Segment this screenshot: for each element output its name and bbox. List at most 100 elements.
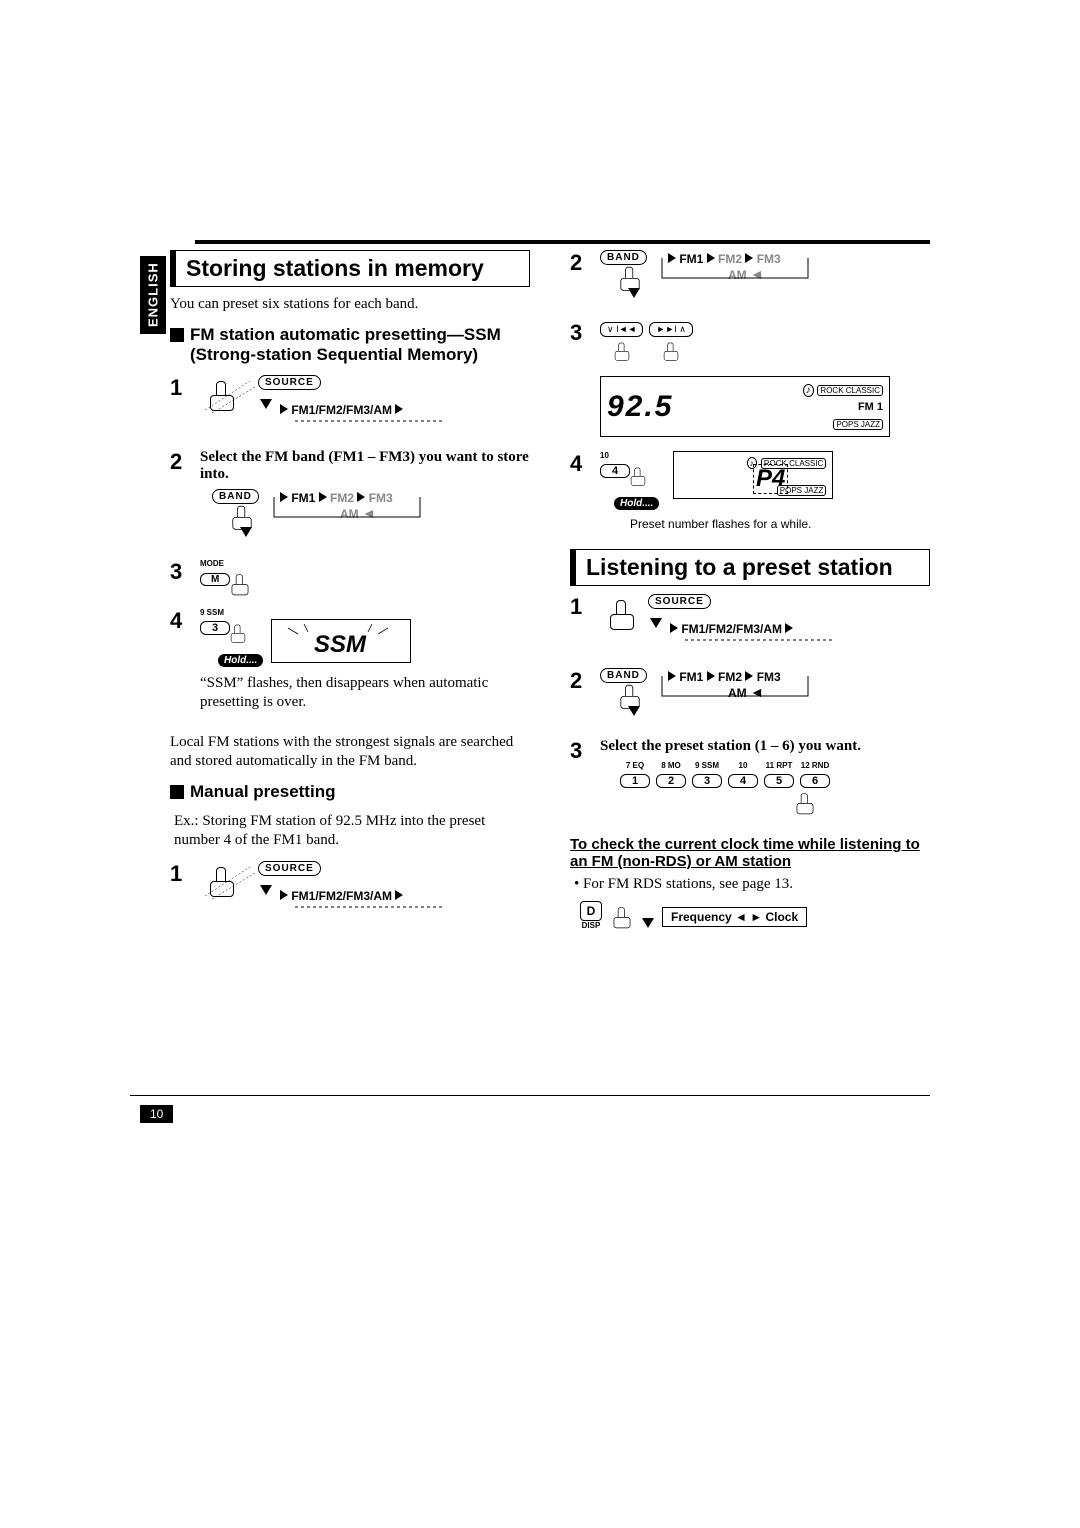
dash-line-icon <box>295 419 495 429</box>
listen-step-1: 1 SOURCE FM1/FM2/FM3/AM <box>570 594 930 658</box>
arrow-down-icon <box>260 397 272 414</box>
preset-4-button: 4 <box>728 774 758 788</box>
step-number: 2 <box>170 449 190 475</box>
preset-4-button: 4 <box>600 464 630 478</box>
step-number: 4 <box>570 451 590 477</box>
source-button: SOURCE <box>258 375 321 390</box>
source-button: SOURCE <box>258 861 321 876</box>
rds-note: • For FM RDS stations, see page 13. <box>574 876 930 893</box>
double-arrow-icon: ◄ ► <box>735 910 765 924</box>
band-loop-icon <box>658 248 818 284</box>
intro-text: You can preset six stations for each ban… <box>170 295 530 315</box>
arrow-down-icon <box>628 704 640 721</box>
right-step-3: 3 ∨ I◄◄ ►►I ∧ 92.5 ♪ ROCK C <box>570 320 930 437</box>
source-sequence: FM1/FM2/FM3/AM <box>280 403 403 417</box>
square-bullet-icon <box>170 328 184 342</box>
display-panel-ssm: SSM <box>271 619 411 663</box>
step-number: 1 <box>170 861 190 887</box>
top-rule <box>195 240 930 244</box>
band-button: BAND <box>600 668 647 683</box>
svg-text:SSM: SSM <box>314 631 367 658</box>
source-button: SOURCE <box>648 594 711 609</box>
preset-label: 10 <box>600 451 659 460</box>
left-step-1: 1 SOURCE FM1/FM2/FM3/AM <box>170 375 530 439</box>
arrow-down-icon <box>260 883 272 900</box>
listen-step-3: 3 Select the preset station (1 – 6) you … <box>570 738 930 822</box>
band-sequence: FM1 FM2 FM3 AM ◄ <box>668 252 781 282</box>
manual-step-1: 1 SOURCE FM1/FM2/FM3/AM <box>170 861 530 925</box>
left-step-3: 3 MODE M <box>170 559 530 598</box>
band-sequence: FM1 FM2 FM3 AM ◄ <box>668 670 781 700</box>
page-number: 10 <box>140 1105 173 1123</box>
arrow-right-icon <box>395 890 403 900</box>
preset-3-button: 3 <box>692 774 722 788</box>
preset-2-button: 2 <box>656 774 686 788</box>
listen-step3-text: Select the preset station (1 – 6) you wa… <box>600 738 930 755</box>
language-tab: ENGLISH <box>140 256 166 334</box>
ssm-button: 3 <box>200 621 230 635</box>
section-title-storing: Storing stations in memory <box>170 250 530 287</box>
arrow-right-icon <box>395 404 403 414</box>
arrow-right-icon <box>280 404 288 414</box>
band-button: BAND <box>600 250 647 265</box>
subhead-manual: Manual presetting <box>170 782 530 802</box>
finger-icon <box>631 468 645 485</box>
step-number: 1 <box>170 375 190 401</box>
arrow-down-icon <box>642 918 654 928</box>
press-lines-icon <box>200 375 260 415</box>
arrow-right-icon <box>280 890 288 900</box>
seek-down-button: ∨ I◄◄ <box>600 322 643 337</box>
preset-5-button: 5 <box>764 774 794 788</box>
eq-icon: ♪ <box>803 384 814 397</box>
step2-text: Select the FM band (FM1 – FM3) you want … <box>200 449 530 483</box>
example-text: Ex.: Storing FM station of 92.5 MHz into… <box>170 812 530 851</box>
step-number: 3 <box>170 559 190 585</box>
hold-pill: Hold.... <box>614 497 659 510</box>
finger-icon <box>615 343 629 360</box>
preset-6-button: 6 <box>800 774 830 788</box>
left-column: Storing stations in memory You can prese… <box>170 250 530 935</box>
step-number: 3 <box>570 320 590 346</box>
step-number: 4 <box>170 608 190 634</box>
finger-icon <box>232 574 249 594</box>
source-sequence: FM1/FM2/FM3/AM <box>670 622 793 636</box>
mode-button: M <box>200 573 230 586</box>
check-clock-heading: To check the current clock time while li… <box>570 836 930 870</box>
ssm-note: “SSM” flashes, then disappears when auto… <box>200 674 530 713</box>
band-sequence: FM1 FM2 FM3 AM ◄ <box>280 491 393 521</box>
arrow-right-icon <box>785 623 793 633</box>
finger-icon <box>610 600 634 628</box>
preset-1-button: 1 <box>620 774 650 788</box>
subhead-manual-text: Manual presetting <box>190 782 335 802</box>
display-panel-p4: ♪ ROCK CLASSIC P4 POPS JAZZ <box>673 451 833 499</box>
band-button: BAND <box>212 489 259 504</box>
subhead-ssm-text: FM station automatic presetting—SSM (Str… <box>190 325 530 365</box>
freq-clock-toggle: Frequency ◄ ► Clock <box>662 907 807 927</box>
band-loop-icon <box>270 487 430 523</box>
listen-step-2: 2 BAND FM1 FM2 FM3 AM ◄ <box>570 668 930 728</box>
seek-up-button: ►►I ∧ <box>649 322 692 337</box>
step-number: 2 <box>570 250 590 276</box>
disp-button: D <box>580 901 602 921</box>
square-bullet-icon <box>170 785 184 799</box>
display-panel-freq: 92.5 ♪ ROCK CLASSIC FM 1 POPS JAZZ <box>600 376 890 437</box>
band-loop-icon <box>658 666 818 702</box>
arrow-right-icon <box>670 623 678 633</box>
dash-line-icon <box>295 905 495 915</box>
caption-preset-flash: Preset number flashes for a while. <box>630 517 930 531</box>
arrow-down-icon <box>240 525 252 542</box>
finger-icon <box>797 793 814 813</box>
arrow-down-icon <box>628 286 640 303</box>
right-step-4: 4 10 4 Hold.... ♪ ROCK CLASSIC P4 <box>570 451 930 531</box>
source-sequence: FM1/FM2/FM3/AM <box>280 889 403 903</box>
preset-buttons-row: 7 EQ1 8 MO2 9 SSM3 104 11 RPT5 12 RND6 <box>620 761 930 789</box>
bottom-rule <box>130 1095 930 1096</box>
arrow-down-icon <box>650 616 662 633</box>
right-column: 2 BAND FM1 FM2 FM3 AM ◄ <box>570 250 930 932</box>
subhead-ssm: FM station automatic presetting—SSM (Str… <box>170 325 530 365</box>
ssm-label: 9 SSM <box>200 608 530 617</box>
finger-icon <box>614 907 631 927</box>
section-title-listening: Listening to a preset station <box>570 549 930 586</box>
step-number: 3 <box>570 738 590 764</box>
freq-display: 92.5 <box>607 390 673 424</box>
